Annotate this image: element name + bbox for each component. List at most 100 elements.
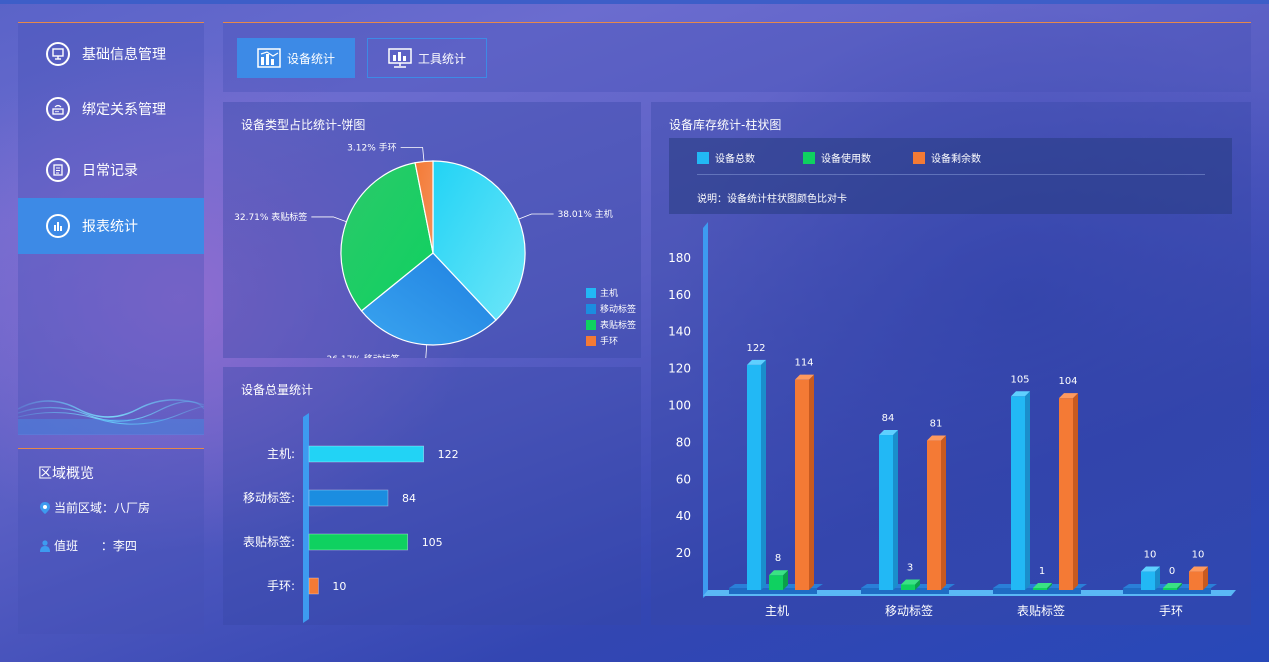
- vbar-bar-used-top: [1163, 583, 1182, 588]
- hbar-axis: [303, 413, 309, 623]
- tab-tool-stats-label: 工具统计: [417, 51, 466, 66]
- vbar-bar-remaining-top: [927, 435, 946, 441]
- top-accent-bar: [0, 0, 1269, 4]
- vbar-bar-total[interactable]: [1141, 571, 1155, 590]
- hbar-category-label: 移动标签:: [243, 490, 295, 505]
- toolbar: 设备统计 工具统计: [223, 22, 1251, 92]
- pie-legend-label: 移动标签: [600, 303, 636, 315]
- legend-used: 设备使用数: [803, 150, 871, 165]
- legend-label: 设备使用数: [821, 154, 871, 165]
- vbar-bar-used[interactable]: [769, 575, 783, 590]
- hbar-value-label: 122: [438, 448, 459, 461]
- vbar-bar-total-side: [1155, 566, 1160, 590]
- vbar-value-label: 122: [746, 343, 765, 354]
- vbar-category-label: 主机: [765, 604, 789, 618]
- sidebar-item-report[interactable]: 报表统计: [18, 198, 204, 254]
- sidebar-item-label: 绑定关系管理: [82, 102, 166, 118]
- pie-legend-label: 主机: [600, 287, 618, 299]
- vbar-bar-total[interactable]: [1011, 396, 1025, 590]
- vbar-bar-total[interactable]: [747, 364, 761, 590]
- vbar-bar-total-side: [761, 359, 766, 590]
- vbar-bar-used-side: [783, 570, 788, 590]
- vbar-bar-total-top: [1141, 566, 1160, 572]
- duty-text: 值班 ：李四: [54, 539, 137, 553]
- vbar-x-axis-floor: [703, 590, 1236, 596]
- vbar-value-label: 114: [794, 358, 813, 369]
- hbar-value-label: 105: [422, 536, 443, 549]
- vbar-y-tick-label: 140: [668, 325, 691, 339]
- vbar-category-label: 手环: [1159, 604, 1183, 618]
- sidebar-item-label: 报表统计: [82, 219, 138, 235]
- vbar-bar-remaining-side: [1073, 393, 1078, 590]
- hbar-bar[interactable]: [308, 445, 424, 463]
- sidebar-item-daily-record[interactable]: 日常记录: [18, 142, 204, 198]
- vbar-bar-used[interactable]: [901, 584, 915, 590]
- vbar-value-label: 81: [930, 419, 943, 430]
- vbar-bar-used-side: [1047, 583, 1052, 590]
- vbar-bar-total-side: [893, 430, 898, 590]
- pie-legend-swatch: [586, 336, 596, 346]
- legend-swatch: [913, 151, 925, 164]
- vbar-value-label: 84: [882, 413, 895, 424]
- vbar-category-label: 移动标签: [885, 603, 933, 618]
- pie-slice-mobile-tag[interactable]: [360, 252, 497, 346]
- pie-chart-title: 设备类型占比统计-饼图: [241, 118, 366, 132]
- pie-legend-label: 手环: [600, 335, 618, 347]
- vbar-y-tick-label: 160: [668, 288, 691, 302]
- bar-chart-icon: [46, 214, 70, 238]
- vbar-y-tick-label: 100: [668, 399, 691, 413]
- pie-data-label: 26.17% 移动标签: [327, 353, 400, 358]
- device-stats-icon: [257, 48, 281, 68]
- sidebar-item-binding[interactable]: 绑定关系管理: [18, 81, 204, 137]
- vbar-base-plate: [993, 588, 1081, 594]
- vbar-chart: 204060801001201401601801228114主机84381移动标…: [668, 222, 1236, 618]
- vbar-bar-remaining[interactable]: [1189, 571, 1203, 590]
- vbar-bar-total-top: [747, 359, 766, 365]
- duty-row: 值班 ：李四: [40, 537, 137, 554]
- legend-remaining: 设备剩余数: [913, 150, 981, 165]
- legend-swatch: [803, 151, 815, 164]
- pie-legend-label: 表贴标签: [600, 319, 636, 331]
- sidebar-item-label: 基础信息管理: [82, 47, 166, 63]
- pie-leader-line: [518, 213, 554, 220]
- pie-leader-line: [425, 344, 428, 358]
- hbar-bar[interactable]: [308, 533, 408, 551]
- tab-device-stats-label: 设备统计: [286, 51, 335, 66]
- hbar-bar[interactable]: [308, 489, 389, 507]
- vbar-bar-total[interactable]: [879, 435, 893, 590]
- pie-slice-bracelet[interactable]: [414, 160, 434, 254]
- sidebar-item-label: 日常记录: [82, 163, 138, 179]
- vbar-y-tick-label: 80: [676, 435, 691, 449]
- vbar-bar-remaining[interactable]: [927, 440, 941, 590]
- vbar-bar-used[interactable]: [1163, 588, 1177, 590]
- vbar-base-plate: [1123, 588, 1211, 594]
- vbar-bar-remaining[interactable]: [795, 379, 809, 590]
- legend-note: 说明：设备统计柱状图颜色比对卡: [697, 194, 847, 205]
- vbar-bar-total-top: [1011, 391, 1030, 397]
- vbar-value-label: 105: [1010, 374, 1029, 385]
- tab-tool-stats[interactable]: 工具统计: [367, 38, 487, 78]
- legend-swatch: [697, 151, 709, 164]
- vbar-bar-remaining[interactable]: [1059, 398, 1073, 590]
- vbar-legend-box: 设备总数 设备使用数 设备剩余数 说明：设备统计柱状图颜色比对卡: [669, 138, 1232, 214]
- vbar-bar-used[interactable]: [1033, 588, 1047, 590]
- router-icon: [46, 97, 70, 121]
- hbar-category-label: 表贴标签:: [243, 534, 295, 549]
- region-overview-panel: 区域概览 当前区域：八厂房 值班 ：李四: [18, 448, 204, 634]
- vbar-bar-remaining-top: [1059, 393, 1078, 399]
- vbar-value-label: 0: [1169, 566, 1175, 577]
- pie-data-label: 32.71% 表贴标签: [234, 211, 307, 223]
- hbar-category-label: 主机:: [267, 447, 295, 461]
- hbar-chart: 主机: 122 移动标签: 84 表贴标签: 105 手环: 10: [243, 413, 459, 623]
- vbar-value-label: 3: [907, 562, 913, 573]
- pie-leader-line: [311, 216, 347, 223]
- tool-stats-icon: [388, 48, 412, 68]
- current-area-text: 当前区域：八厂房: [54, 501, 151, 515]
- hbar-category-label: 手环:: [267, 579, 295, 593]
- vbar-chart-title: 设备库存统计-柱状图: [669, 118, 782, 132]
- hbar-value-label: 10: [332, 580, 346, 593]
- hbar-bar[interactable]: [308, 577, 319, 595]
- tab-device-stats[interactable]: 设备统计: [237, 38, 355, 78]
- legend-label: 设备总数: [715, 154, 755, 165]
- sidebar-item-basic-info[interactable]: 基础信息管理: [18, 26, 204, 82]
